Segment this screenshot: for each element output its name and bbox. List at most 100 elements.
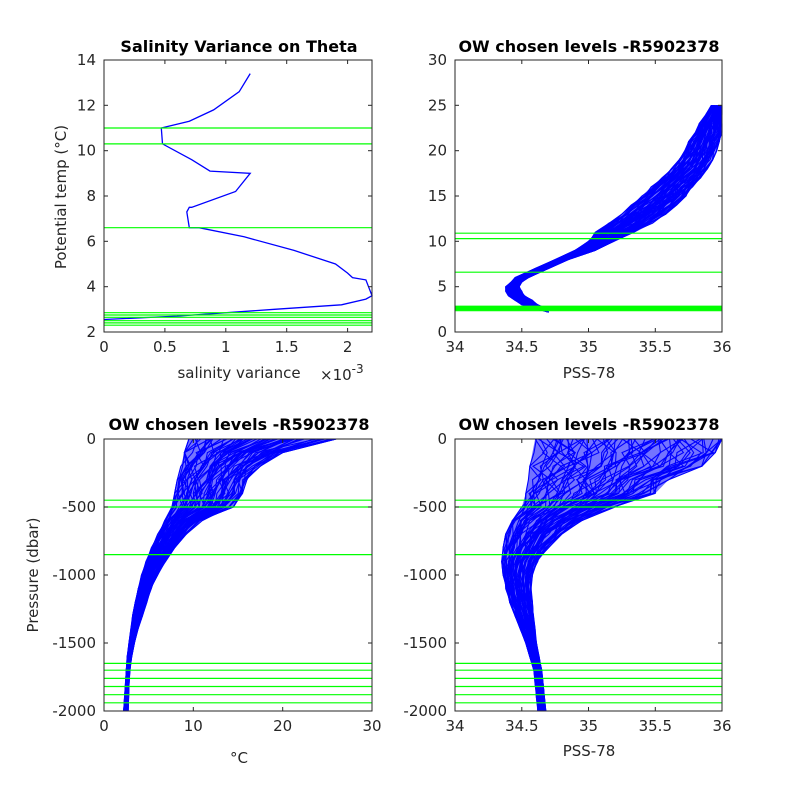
profile-line <box>514 105 719 313</box>
series-line-0 <box>103 73 373 321</box>
profile-line <box>515 105 721 313</box>
profile-line <box>511 105 717 313</box>
panel-3-title: OW chosen levels -R5902378 <box>108 415 369 434</box>
panel-1-level-lines <box>104 127 372 326</box>
profile-line <box>518 105 723 313</box>
profile-line <box>518 105 722 313</box>
x-tick-label: 0 <box>99 338 109 356</box>
profile-line <box>511 105 719 313</box>
x-tick-label: 2 <box>343 338 353 356</box>
y-tick-label: -1500 <box>403 634 447 652</box>
profile-line <box>512 105 720 313</box>
profile-line <box>512 105 718 313</box>
x-tick-label: 35.5 <box>639 717 672 735</box>
profile-line <box>514 105 720 313</box>
profile-line <box>513 105 719 313</box>
panel-4-level-lines <box>455 499 722 704</box>
y-tick-label: 5 <box>437 278 447 296</box>
profile-line <box>517 105 723 313</box>
x-tick-label: 36 <box>712 717 731 735</box>
y-tick-label: 4 <box>86 278 96 296</box>
profile-line <box>508 105 716 313</box>
x-tick-label: 20 <box>273 717 292 735</box>
profile-line <box>506 104 714 313</box>
panel-salinity-variance: 0 0.5 1 1.5 2 2 4 6 8 10 12 14 Salinity Variance on… <box>52 37 373 384</box>
panel-3-x-label: °C <box>230 749 248 767</box>
profile-line <box>517 105 722 313</box>
x-tick-label: 1 <box>221 338 231 356</box>
profile-line <box>513 105 720 313</box>
profile-line <box>511 105 719 313</box>
profile-line <box>514 105 720 313</box>
profile-line <box>516 105 723 313</box>
profile-line <box>518 105 723 313</box>
profile-line <box>509 105 715 313</box>
panel-1-ticks: 0 0.5 1 1.5 2 2 4 6 8 10 12 14 <box>77 51 372 356</box>
profile-line <box>510 105 716 313</box>
panel-4-title: OW chosen levels -R5902378 <box>458 415 719 434</box>
profile-line <box>511 105 718 313</box>
profile-line <box>512 105 719 313</box>
profile-line <box>506 104 714 313</box>
x-tick-label: 0 <box>99 717 109 735</box>
profile-line <box>506 105 714 313</box>
y-tick-label: 20 <box>428 142 447 160</box>
panel-1-x-exponent: ×10-3 <box>320 362 364 384</box>
x-tick-label: 10 <box>184 717 203 735</box>
panel-1-y-label: Potential temp (°C) <box>52 125 70 269</box>
y-tick-label: 0 <box>437 430 447 448</box>
profile-line <box>513 105 719 313</box>
panel-1-axes-box <box>103 59 373 333</box>
profile-line <box>511 105 719 313</box>
profile-bundle-fill <box>505 105 722 313</box>
y-tick-label: 30 <box>428 51 447 69</box>
panel-salinity-pressure: 34 34.5 35 35.5 36 -2000 -1500 -1000 -500 0 OW ch… <box>403 415 731 760</box>
x-tick-label: 35 <box>579 717 598 735</box>
profile-line <box>513 105 719 313</box>
profile-line <box>510 105 715 313</box>
x-tick-label: 30 <box>362 717 381 735</box>
y-tick-label: 10 <box>428 232 447 250</box>
y-tick-label: -500 <box>413 498 447 516</box>
profile-line <box>514 105 720 313</box>
y-tick-label: -2000 <box>403 702 447 720</box>
y-tick-label: 10 <box>77 142 96 160</box>
profile-line <box>516 105 720 313</box>
profile-line <box>511 105 717 313</box>
profile-line <box>510 105 715 313</box>
profile-line <box>508 105 716 313</box>
panel-4-x-label: PSS-78 <box>563 742 616 760</box>
profile-line <box>505 104 713 313</box>
profile-line <box>511 105 718 313</box>
profile-line <box>516 105 722 313</box>
panel-2-ticks: 34 34.5 35 35.5 36 0 5 10 15 20 25 30 <box>428 51 732 356</box>
profile-line <box>514 105 719 313</box>
profile-line <box>511 105 717 313</box>
y-tick-label: -2000 <box>52 702 96 720</box>
profile-line <box>506 105 713 313</box>
profile-line <box>517 105 722 313</box>
y-tick-label: 12 <box>77 96 96 114</box>
x-tick-label: 34 <box>445 717 464 735</box>
x-tick-label: 0.5 <box>153 338 177 356</box>
profile-line <box>512 105 718 313</box>
x-tick-label: 34 <box>445 338 464 356</box>
profile-line <box>506 105 713 313</box>
panel-3-y-label: Pressure (dbar) <box>24 518 42 633</box>
x-tick-label: 34.5 <box>505 717 538 735</box>
profile-line <box>510 105 716 313</box>
profile-line <box>507 105 714 313</box>
x-tick-label: 1.5 <box>275 338 299 356</box>
panel-1-title: Salinity Variance on Theta <box>120 37 357 56</box>
y-tick-label: 15 <box>428 187 447 205</box>
panel-1-x-exponent-power: -3 <box>352 362 364 376</box>
x-tick-label: 35.5 <box>639 338 672 356</box>
panel-3-level-lines <box>104 499 372 704</box>
profile-line <box>505 105 712 313</box>
y-tick-label: 8 <box>86 187 96 205</box>
profile-line <box>517 105 722 313</box>
y-tick-label: 25 <box>428 96 447 114</box>
profile-line <box>510 105 717 313</box>
y-tick-label: -500 <box>62 498 96 516</box>
